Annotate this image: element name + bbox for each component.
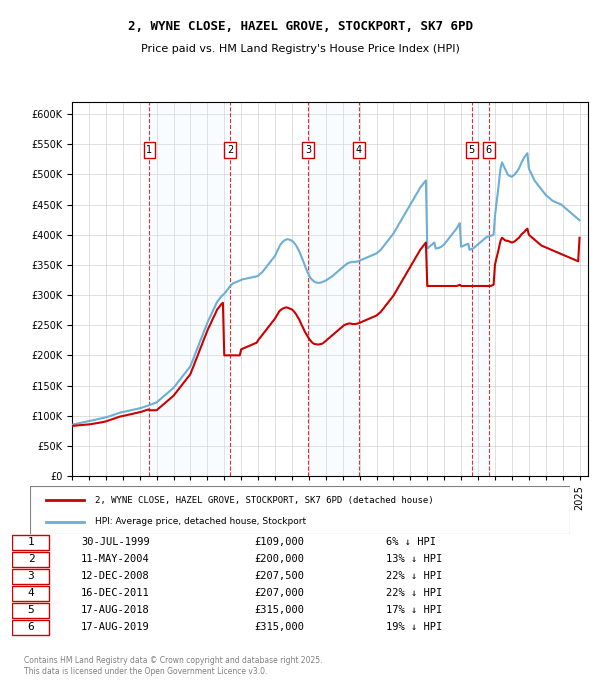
Text: 6% ↓ HPI: 6% ↓ HPI (386, 537, 436, 547)
Text: 11-MAY-2004: 11-MAY-2004 (81, 554, 150, 564)
Text: 2, WYNE CLOSE, HAZEL GROVE, STOCKPORT, SK7 6PD: 2, WYNE CLOSE, HAZEL GROVE, STOCKPORT, S… (128, 20, 473, 33)
Text: 4: 4 (356, 146, 362, 155)
Text: This data is licensed under the Open Government Licence v3.0.: This data is licensed under the Open Gov… (24, 667, 268, 676)
Text: 2, WYNE CLOSE, HAZEL GROVE, STOCKPORT, SK7 6PD (detached house): 2, WYNE CLOSE, HAZEL GROVE, STOCKPORT, S… (95, 496, 433, 505)
Bar (308, 102, 359, 476)
Text: 4: 4 (28, 588, 34, 598)
Text: 6: 6 (28, 622, 34, 632)
Text: £109,000: £109,000 (254, 537, 304, 547)
Text: 5: 5 (28, 605, 34, 615)
FancyBboxPatch shape (12, 552, 49, 566)
Text: 3: 3 (28, 571, 34, 581)
Text: 6: 6 (485, 146, 492, 155)
Text: 2: 2 (28, 554, 34, 564)
FancyBboxPatch shape (12, 586, 49, 600)
Bar (149, 102, 230, 476)
FancyBboxPatch shape (12, 535, 49, 549)
Text: £315,000: £315,000 (254, 605, 304, 615)
Text: 22% ↓ HPI: 22% ↓ HPI (386, 571, 443, 581)
Text: 1: 1 (28, 537, 34, 547)
Text: 17% ↓ HPI: 17% ↓ HPI (386, 605, 443, 615)
FancyBboxPatch shape (12, 569, 49, 583)
Text: 19% ↓ HPI: 19% ↓ HPI (386, 622, 443, 632)
Text: £207,500: £207,500 (254, 571, 304, 581)
Bar (472, 102, 488, 476)
Text: 17-AUG-2019: 17-AUG-2019 (81, 622, 150, 632)
FancyBboxPatch shape (12, 620, 49, 634)
Text: 17-AUG-2018: 17-AUG-2018 (81, 605, 150, 615)
Text: Price paid vs. HM Land Registry's House Price Index (HPI): Price paid vs. HM Land Registry's House … (140, 44, 460, 54)
Text: 3: 3 (305, 146, 311, 155)
Text: 13% ↓ HPI: 13% ↓ HPI (386, 554, 443, 564)
Text: HPI: Average price, detached house, Stockport: HPI: Average price, detached house, Stoc… (95, 517, 306, 526)
Text: £315,000: £315,000 (254, 622, 304, 632)
Text: 16-DEC-2011: 16-DEC-2011 (81, 588, 150, 598)
Text: 1: 1 (146, 146, 152, 155)
Text: 12-DEC-2008: 12-DEC-2008 (81, 571, 150, 581)
Text: 2: 2 (227, 146, 233, 155)
FancyBboxPatch shape (12, 603, 49, 617)
Text: £207,000: £207,000 (254, 588, 304, 598)
Text: £200,000: £200,000 (254, 554, 304, 564)
Text: 22% ↓ HPI: 22% ↓ HPI (386, 588, 443, 598)
Text: 30-JUL-1999: 30-JUL-1999 (81, 537, 150, 547)
FancyBboxPatch shape (30, 486, 570, 534)
Text: Contains HM Land Registry data © Crown copyright and database right 2025.: Contains HM Land Registry data © Crown c… (24, 656, 323, 665)
Text: 5: 5 (469, 146, 475, 155)
